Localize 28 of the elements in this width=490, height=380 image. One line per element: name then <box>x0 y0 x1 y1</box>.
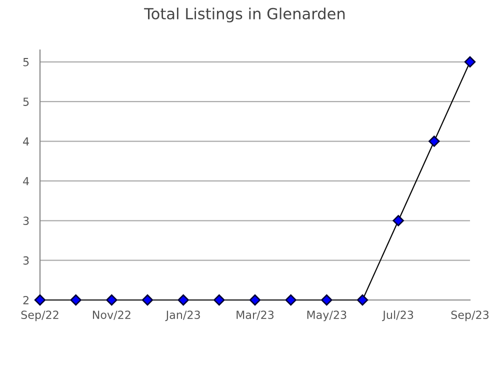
y-tick-label: 2 <box>23 296 28 304</box>
point <box>70 294 82 306</box>
point <box>214 294 225 306</box>
y-tick-label: 5 <box>23 58 29 66</box>
y-tick-label: 4 <box>23 137 29 146</box>
point <box>285 294 296 306</box>
point <box>356 294 368 306</box>
point <box>321 294 332 306</box>
x-tick-label: Sep/22 <box>21 310 58 322</box>
x-tick-label: Jan/23 <box>165 310 200 322</box>
x-tick-label: Sep/23 <box>451 310 489 322</box>
y-tick-label: 4 <box>23 177 29 186</box>
point <box>464 56 476 68</box>
x-tick-label: Mar/23 <box>236 310 274 320</box>
x-tick-label: Jul/23 <box>382 310 414 322</box>
x-tick-label: May/23 <box>307 310 346 322</box>
chart-title: Total Listings in Glenarden <box>144 8 345 22</box>
point <box>34 294 46 306</box>
point <box>106 294 118 306</box>
y-tick-label: 3 <box>23 216 29 226</box>
x-tick-label: Nov/22 <box>92 310 130 320</box>
y-tick-label: 3 <box>23 256 29 265</box>
point <box>249 294 261 306</box>
point <box>392 215 404 226</box>
point <box>428 136 440 147</box>
point <box>178 294 189 306</box>
y-tick-label: 5 <box>23 98 29 106</box>
point <box>142 294 154 306</box>
